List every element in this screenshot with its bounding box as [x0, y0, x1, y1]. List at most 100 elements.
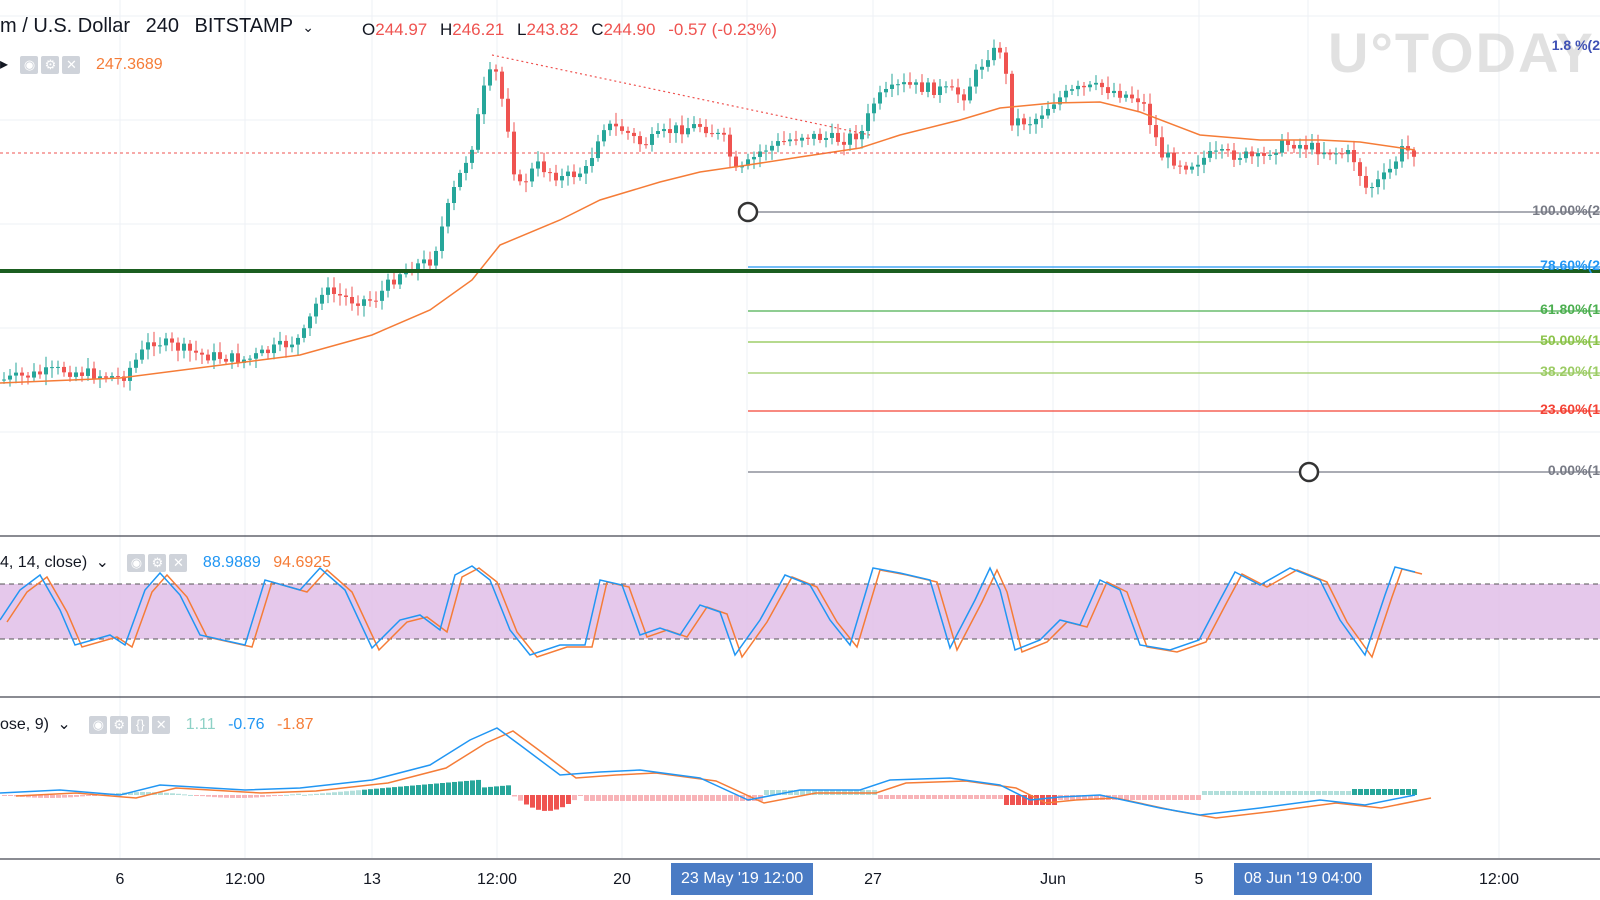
- macd-legend[interactable]: ose, 9) ⌄ ◉ ⚙{} ✕ 1.11 -0.76 -1.87: [0, 714, 313, 734]
- macd-histogram-bar: [56, 795, 61, 798]
- candle-body: [1232, 150, 1236, 160]
- candle-body: [350, 296, 354, 304]
- macd-histogram-bar: [512, 795, 517, 797]
- macd-histogram-bar: [1178, 795, 1183, 800]
- macd-histogram-bar: [1160, 795, 1165, 800]
- macd-histogram-bar: [1046, 795, 1051, 805]
- symbol-title[interactable]: m / U.S. Dollar 240 BITSTAMP ⌄: [0, 15, 314, 38]
- x-axis-label: 12:00: [224, 871, 266, 888]
- candle-body: [116, 376, 120, 378]
- x-axis-label: 12:00: [1478, 871, 1520, 888]
- candle-body: [1256, 153, 1260, 157]
- candle-body: [1076, 85, 1080, 90]
- candle-body: [458, 172, 462, 188]
- macd-histogram-bar: [218, 795, 223, 798]
- ma-arrow-icon: ▸: [0, 56, 9, 73]
- chevron-down-icon[interactable]: ⌄: [302, 19, 314, 35]
- close-icon[interactable]: ✕: [62, 55, 81, 74]
- macd-histogram-bar: [986, 795, 991, 799]
- macd-histogram-bar: [1202, 791, 1207, 795]
- candle-body: [1100, 82, 1104, 88]
- close-icon[interactable]: ✕: [152, 715, 171, 734]
- macd-histogram-bar: [1088, 795, 1093, 800]
- chevron-down-icon[interactable]: ⌄: [95, 554, 110, 571]
- macd-histogram-bar: [950, 795, 955, 799]
- stoch-legend[interactable]: 4, 14, close) ⌄ ◉ ⚙ ✕ 88.9889 94.6925: [0, 552, 331, 572]
- fib-anchor-bottom[interactable]: [1298, 461, 1320, 483]
- candle-body: [1022, 118, 1026, 125]
- candle-body: [440, 226, 444, 251]
- high-label: H: [439, 20, 453, 39]
- macd-histogram-bar: [80, 795, 85, 797]
- macd-histogram-bar: [692, 795, 697, 801]
- macd-histogram-bar: [1316, 791, 1321, 795]
- macd-histogram-bar: [1064, 795, 1069, 800]
- candle-body: [962, 94, 966, 101]
- macd-histogram-bar: [1286, 791, 1291, 795]
- chevron-down-icon[interactable]: ⌄: [57, 716, 71, 733]
- candle-body: [1010, 73, 1014, 126]
- macd-histogram-bar: [368, 789, 373, 795]
- candle-body: [1274, 152, 1278, 155]
- candle-body: [584, 166, 588, 174]
- candle-body: [1160, 137, 1164, 158]
- macd-histogram-bar: [1082, 795, 1087, 800]
- macd-histogram-bar: [1328, 791, 1333, 795]
- fibonacci-retracement[interactable]: [748, 211, 1600, 473]
- gear-icon[interactable]: ⚙: [41, 55, 60, 74]
- gear-icon[interactable]: ⚙: [110, 715, 129, 734]
- candle-body: [716, 132, 720, 134]
- macd-histogram-bar: [632, 795, 637, 801]
- candle-body: [152, 342, 156, 347]
- macd-histogram-bar: [308, 794, 313, 796]
- candle-body: [86, 368, 90, 376]
- x-axis-label: Jun: [1040, 871, 1066, 888]
- fib-level-label: 38.20%(1: [1540, 363, 1600, 379]
- macd-histogram-bar: [68, 795, 73, 798]
- macd-histogram-bar: [608, 795, 613, 801]
- eye-icon[interactable]: ◉: [127, 553, 146, 572]
- candle-body: [344, 295, 348, 297]
- macd-histogram-bar: [1094, 795, 1099, 800]
- eye-icon[interactable]: ◉: [89, 715, 108, 734]
- macd-histogram-bar: [1148, 795, 1153, 800]
- candle-body: [380, 290, 384, 301]
- fib-anchor-top[interactable]: [737, 201, 759, 223]
- macd-histogram-bar: [212, 795, 217, 798]
- macd-histogram-bar: [170, 793, 175, 795]
- candle-body: [446, 203, 450, 227]
- macd-histogram-bar: [704, 795, 709, 801]
- candle-body: [926, 82, 930, 92]
- macd-histogram-bar: [1394, 789, 1399, 795]
- gear-icon[interactable]: ⚙: [148, 553, 167, 572]
- candle-body: [932, 82, 936, 95]
- macd-histogram-bar: [1346, 791, 1351, 795]
- high-value: 246.21: [452, 20, 505, 39]
- candle-body: [542, 161, 546, 173]
- candle-body: [248, 358, 252, 360]
- candle-body: [338, 293, 342, 296]
- close-icon[interactable]: ✕: [169, 553, 188, 572]
- candle-body: [128, 367, 132, 381]
- macd-histogram-bar: [248, 795, 253, 798]
- candle-body: [818, 133, 822, 140]
- candle-body: [1370, 187, 1374, 189]
- candle-body: [68, 372, 72, 377]
- candle-body: [26, 375, 30, 378]
- macd-histogram-bar: [890, 795, 895, 799]
- ma-legend[interactable]: ▸ ◉ ⚙ ✕ 247.3689: [0, 54, 163, 74]
- candle-body: [1280, 140, 1284, 153]
- macd-histogram-bar: [938, 795, 943, 799]
- candle-body: [626, 130, 630, 133]
- trend-line[interactable]: [491, 54, 871, 136]
- macd-histogram-bar: [140, 792, 145, 795]
- macd-histogram-bar: [1238, 791, 1243, 795]
- candle-body: [758, 151, 762, 157]
- candle-body: [914, 82, 918, 85]
- eye-icon[interactable]: ◉: [20, 55, 39, 74]
- fib-level-label: 0.00%(1: [1547, 462, 1600, 478]
- macd-histogram-bar: [944, 795, 949, 799]
- candle-body: [950, 86, 954, 88]
- braces-icon[interactable]: {}: [131, 715, 150, 734]
